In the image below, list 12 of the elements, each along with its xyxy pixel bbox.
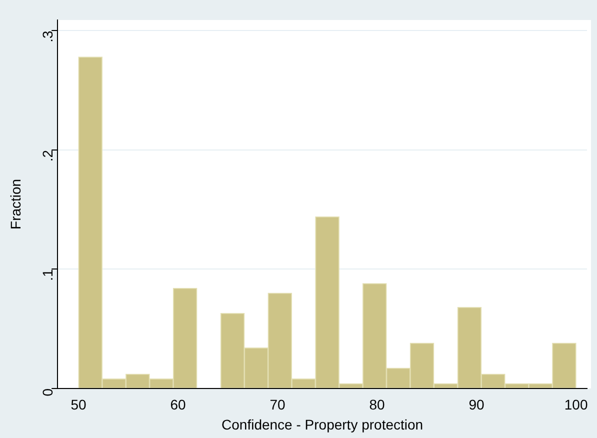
- x-tick-label: 60: [170, 396, 186, 413]
- x-tick-label: 50: [70, 396, 86, 413]
- x-tick-label: 70: [270, 396, 286, 413]
- x-tick-label: 80: [369, 396, 386, 413]
- y-axis-title: Fraction: [7, 178, 24, 230]
- y-tick-label: 0: [39, 388, 56, 396]
- x-axis-title: Confidence - Property protection: [222, 416, 424, 432]
- y-tick-label: .1: [39, 268, 56, 281]
- y-tick-label: .2: [39, 150, 56, 162]
- y-tick-label: .3: [39, 30, 56, 42]
- x-tick-label: 90: [468, 396, 485, 413]
- x-tick-label: 100: [564, 396, 588, 413]
